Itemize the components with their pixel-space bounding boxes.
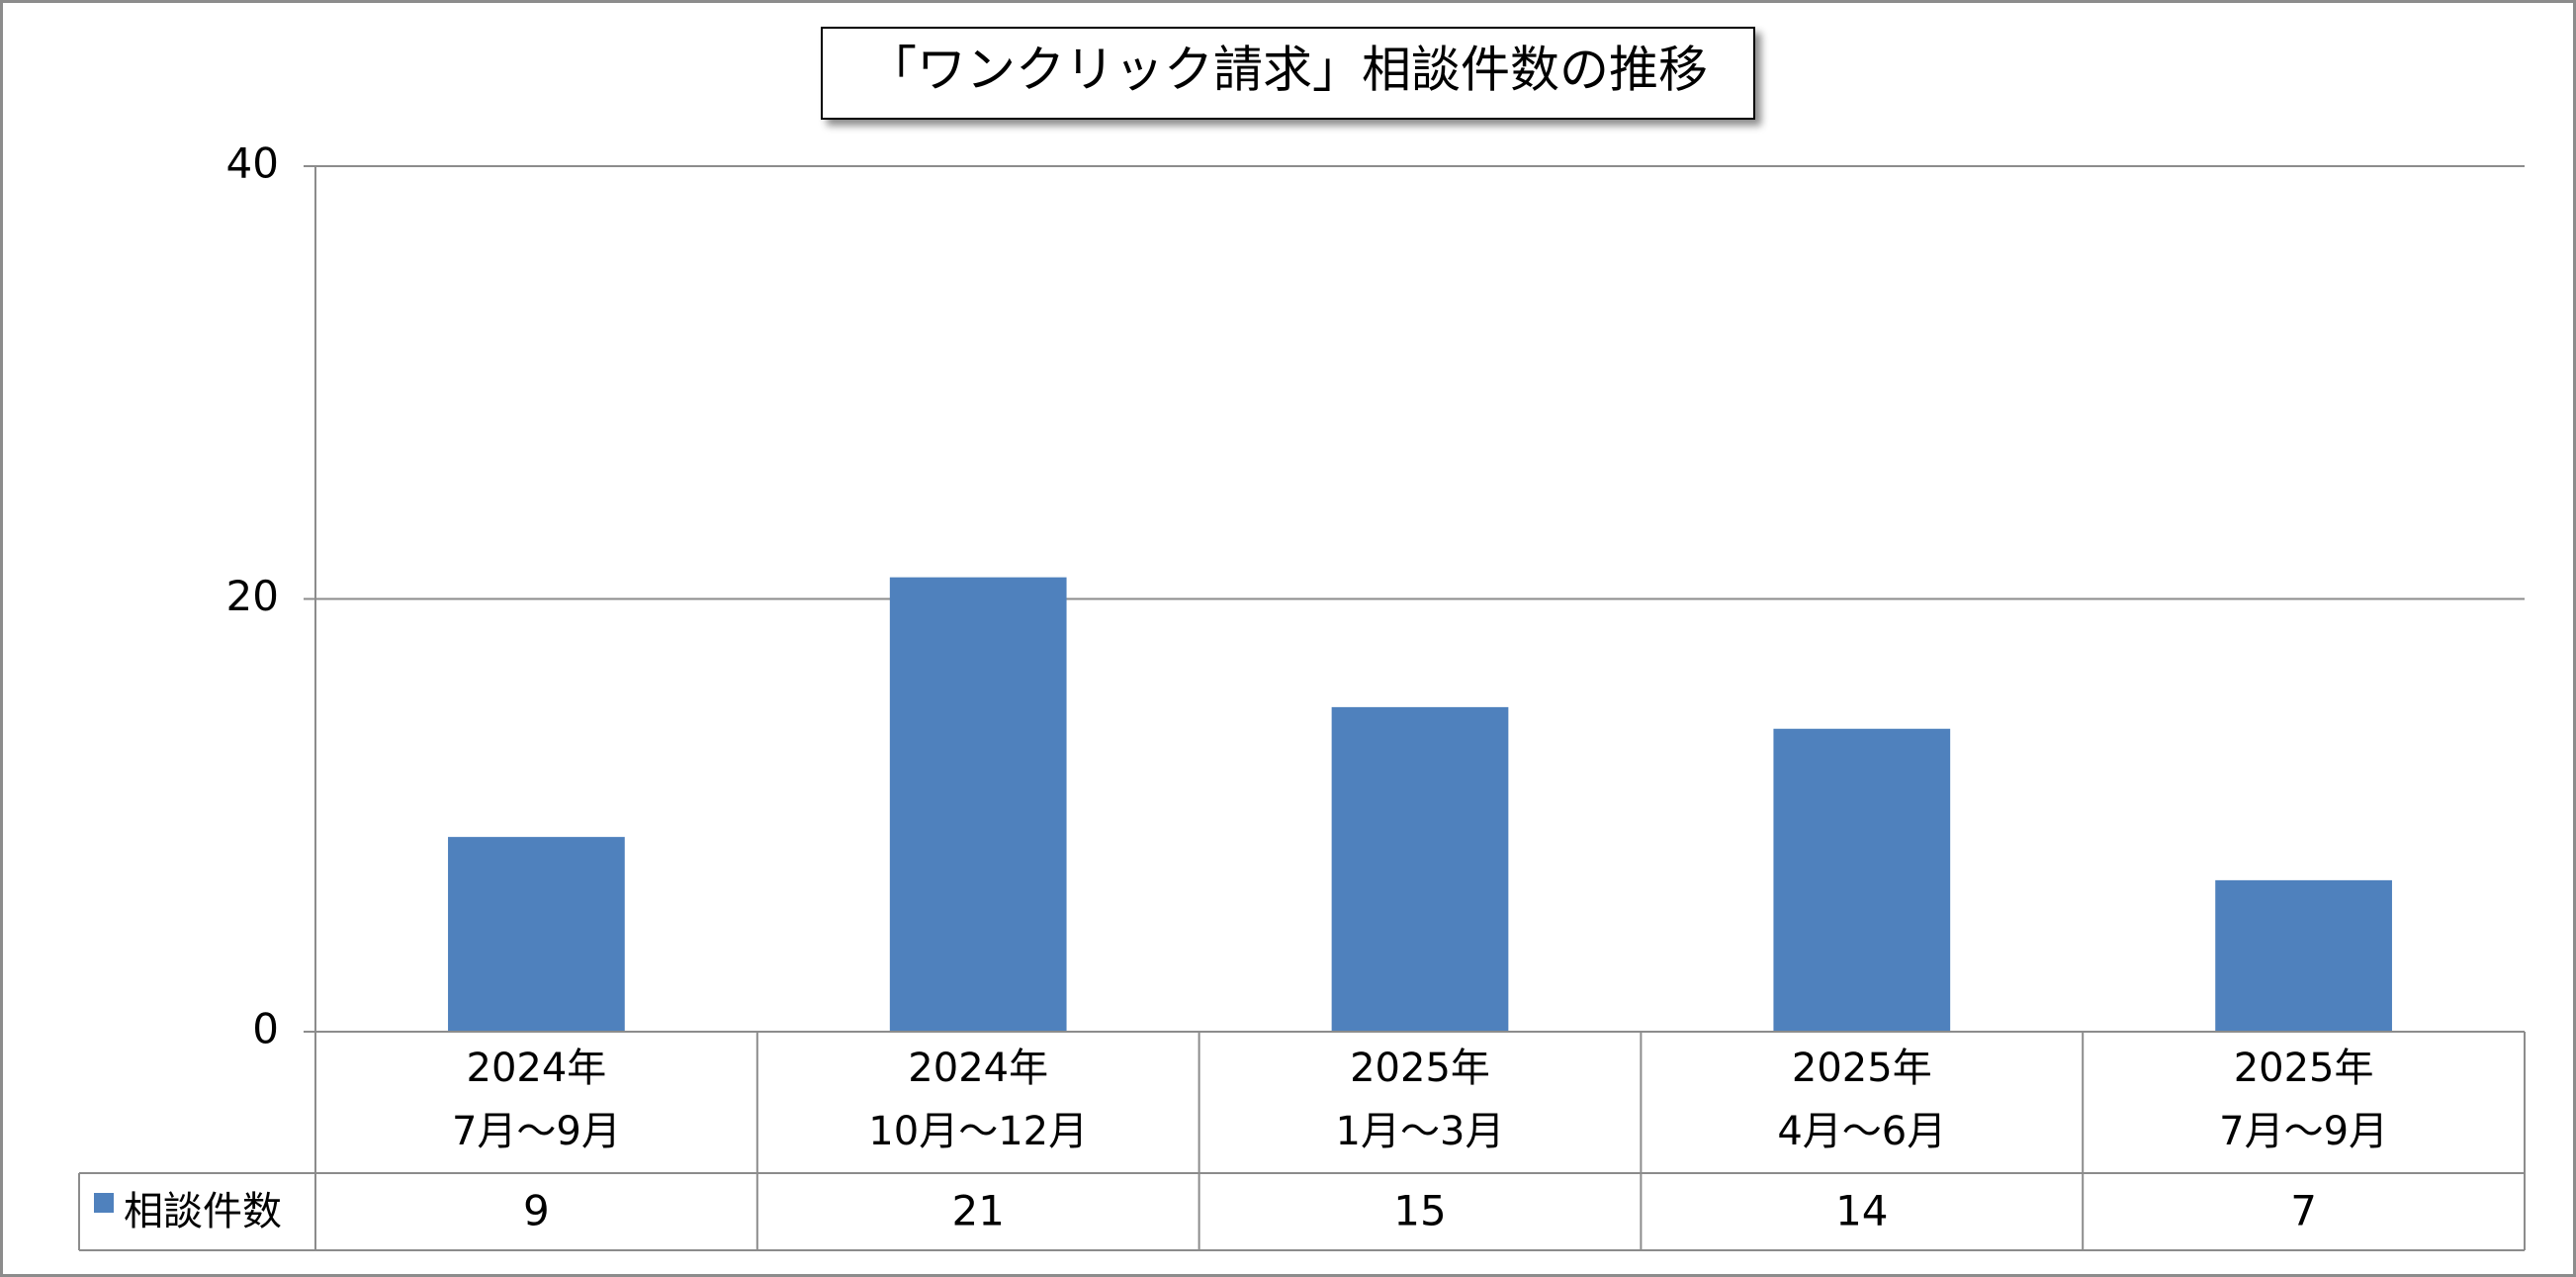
y-tick-label: 20 <box>226 572 279 620</box>
bar <box>2215 879 2392 1032</box>
x-tick-label: 1月～3月 <box>1336 1109 1505 1154</box>
x-tick-label: 2025年 <box>2234 1046 2374 1091</box>
bar <box>1773 728 1951 1032</box>
bar <box>448 837 625 1032</box>
x-tick-label: 2025年 <box>1350 1046 1490 1091</box>
legend-label: 相談件数 <box>124 1189 282 1234</box>
x-tick-label: 2025年 <box>1792 1046 1932 1091</box>
y-tick-label: 0 <box>252 1005 279 1053</box>
x-tick-label: 10月～12月 <box>868 1109 1088 1154</box>
title-box <box>821 27 1755 120</box>
x-tick-label: 7月～9月 <box>452 1109 621 1154</box>
table-value: 15 <box>1393 1187 1446 1235</box>
bar <box>889 577 1067 1032</box>
table-value: 7 <box>2290 1187 2317 1235</box>
x-tick-label: 2024年 <box>908 1046 1048 1091</box>
table-value: 9 <box>523 1187 550 1235</box>
table-value: 21 <box>951 1187 1004 1235</box>
table-value: 14 <box>1835 1187 1888 1235</box>
chart-title: 「ワンクリック請求」相談件数の推移 <box>867 42 1708 99</box>
y-tick-label: 40 <box>226 139 279 188</box>
x-tick-label: 2024年 <box>467 1046 607 1091</box>
legend-swatch <box>94 1193 114 1213</box>
x-tick-label: 7月～9月 <box>2219 1109 2388 1154</box>
x-tick-label: 4月～6月 <box>1777 1109 1946 1154</box>
bar <box>1331 706 1509 1032</box>
